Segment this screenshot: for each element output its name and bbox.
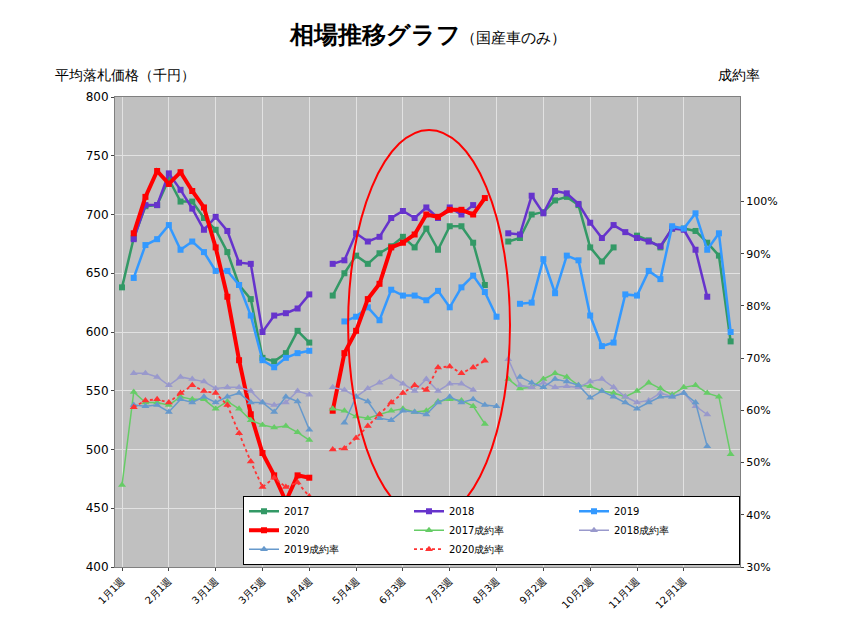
svg-text:9月2週: 9月2週 [517,575,548,606]
svg-text:2月1週: 2月1週 [143,575,174,606]
svg-text:650: 650 [86,266,109,280]
svg-text:40%: 40% [746,509,770,522]
svg-text:50%: 50% [746,456,770,469]
svg-text:4月4週: 4月4週 [283,575,314,606]
svg-text:500: 500 [86,443,109,457]
svg-text:2018: 2018 [449,506,474,517]
svg-text:90%: 90% [746,248,770,261]
svg-text:600: 600 [86,325,109,339]
svg-text:750: 750 [86,149,109,163]
svg-text:2020: 2020 [284,525,309,536]
svg-text:12月1週: 12月1週 [653,575,688,610]
svg-text:700: 700 [86,208,109,222]
svg-text:相場推移グラフ（国産車のみ）: 相場推移グラフ（国産車のみ） [289,21,566,49]
svg-text:平均落札価格（千円）: 平均落札価格（千円） [55,67,195,83]
svg-text:6月3週: 6月3週 [377,575,408,606]
svg-text:60%: 60% [746,404,770,417]
svg-text:5月4週: 5月4週 [330,575,361,606]
svg-text:11月1週: 11月1週 [607,575,642,610]
svg-text:450: 450 [86,501,109,515]
svg-text:7月3週: 7月3週 [424,575,455,606]
svg-text:2019成約率: 2019成約率 [284,544,339,555]
svg-text:3月5週: 3月5週 [236,575,267,606]
svg-text:30%: 30% [746,561,770,574]
svg-text:成約率: 成約率 [718,67,760,83]
svg-text:3月1週: 3月1週 [190,575,221,606]
svg-text:80%: 80% [746,300,770,313]
svg-text:400: 400 [86,560,109,574]
svg-text:2018成約率: 2018成約率 [614,525,669,536]
svg-text:2019: 2019 [614,506,639,517]
svg-text:2017成約率: 2017成約率 [449,525,504,536]
svg-text:800: 800 [86,90,109,104]
svg-text:70%: 70% [746,352,770,365]
svg-text:550: 550 [86,384,109,398]
svg-text:8月3週: 8月3週 [471,575,502,606]
svg-text:10月2週: 10月2週 [560,575,595,610]
svg-text:2017: 2017 [284,506,309,517]
svg-text:2020成約率: 2020成約率 [449,544,504,555]
svg-text:1月1週: 1月1週 [96,575,127,606]
svg-text:100%: 100% [746,195,777,208]
